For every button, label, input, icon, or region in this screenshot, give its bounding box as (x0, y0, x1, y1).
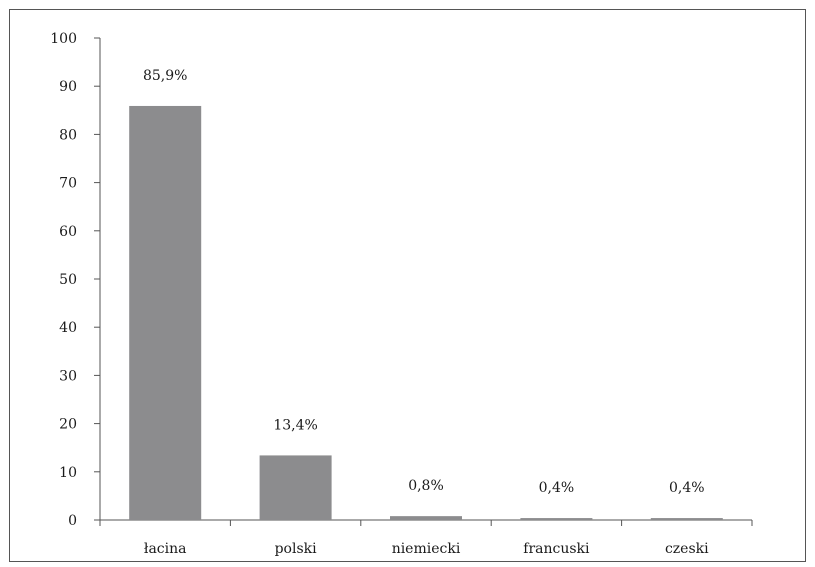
y-tick-label: 30 (59, 368, 77, 384)
bar-polski (259, 455, 332, 520)
bar-łacina (129, 105, 202, 520)
data-label: 0,8% (408, 478, 444, 494)
y-tick-label: 50 (59, 272, 77, 288)
y-tick-label: 40 (59, 320, 77, 336)
y-tick-label: 100 (50, 31, 77, 47)
x-axis: łacina polski niemiecki francuski czeski (94, 519, 753, 557)
data-label: 0,4% (539, 480, 575, 496)
data-label: 0,4% (669, 480, 705, 496)
data-labels: 85,9% 13,4% 0,8% 0,4% 0,4% (143, 68, 705, 496)
y-tick-label: 20 (59, 417, 77, 433)
y-tick-label: 80 (59, 127, 77, 143)
category-label: czeski (665, 541, 709, 557)
y-axis: 0 10 20 30 40 50 60 70 80 90 100 (50, 31, 101, 529)
data-label: 85,9% (143, 68, 187, 84)
category-label: łacina (144, 541, 187, 557)
category-label: polski (275, 541, 318, 557)
y-tick-label: 60 (59, 224, 77, 240)
y-tick-label: 0 (68, 513, 77, 529)
data-label: 13,4% (273, 417, 317, 433)
y-tick-label: 90 (59, 79, 77, 95)
bars (129, 105, 723, 520)
category-label: niemiecki (392, 541, 461, 557)
y-tick-label: 10 (59, 465, 77, 481)
y-tick-label: 70 (59, 176, 77, 192)
bar-niemiecki (390, 516, 462, 520)
category-label: francuski (523, 541, 590, 557)
bar-francuski (520, 518, 593, 520)
bar-czeski (650, 518, 723, 520)
